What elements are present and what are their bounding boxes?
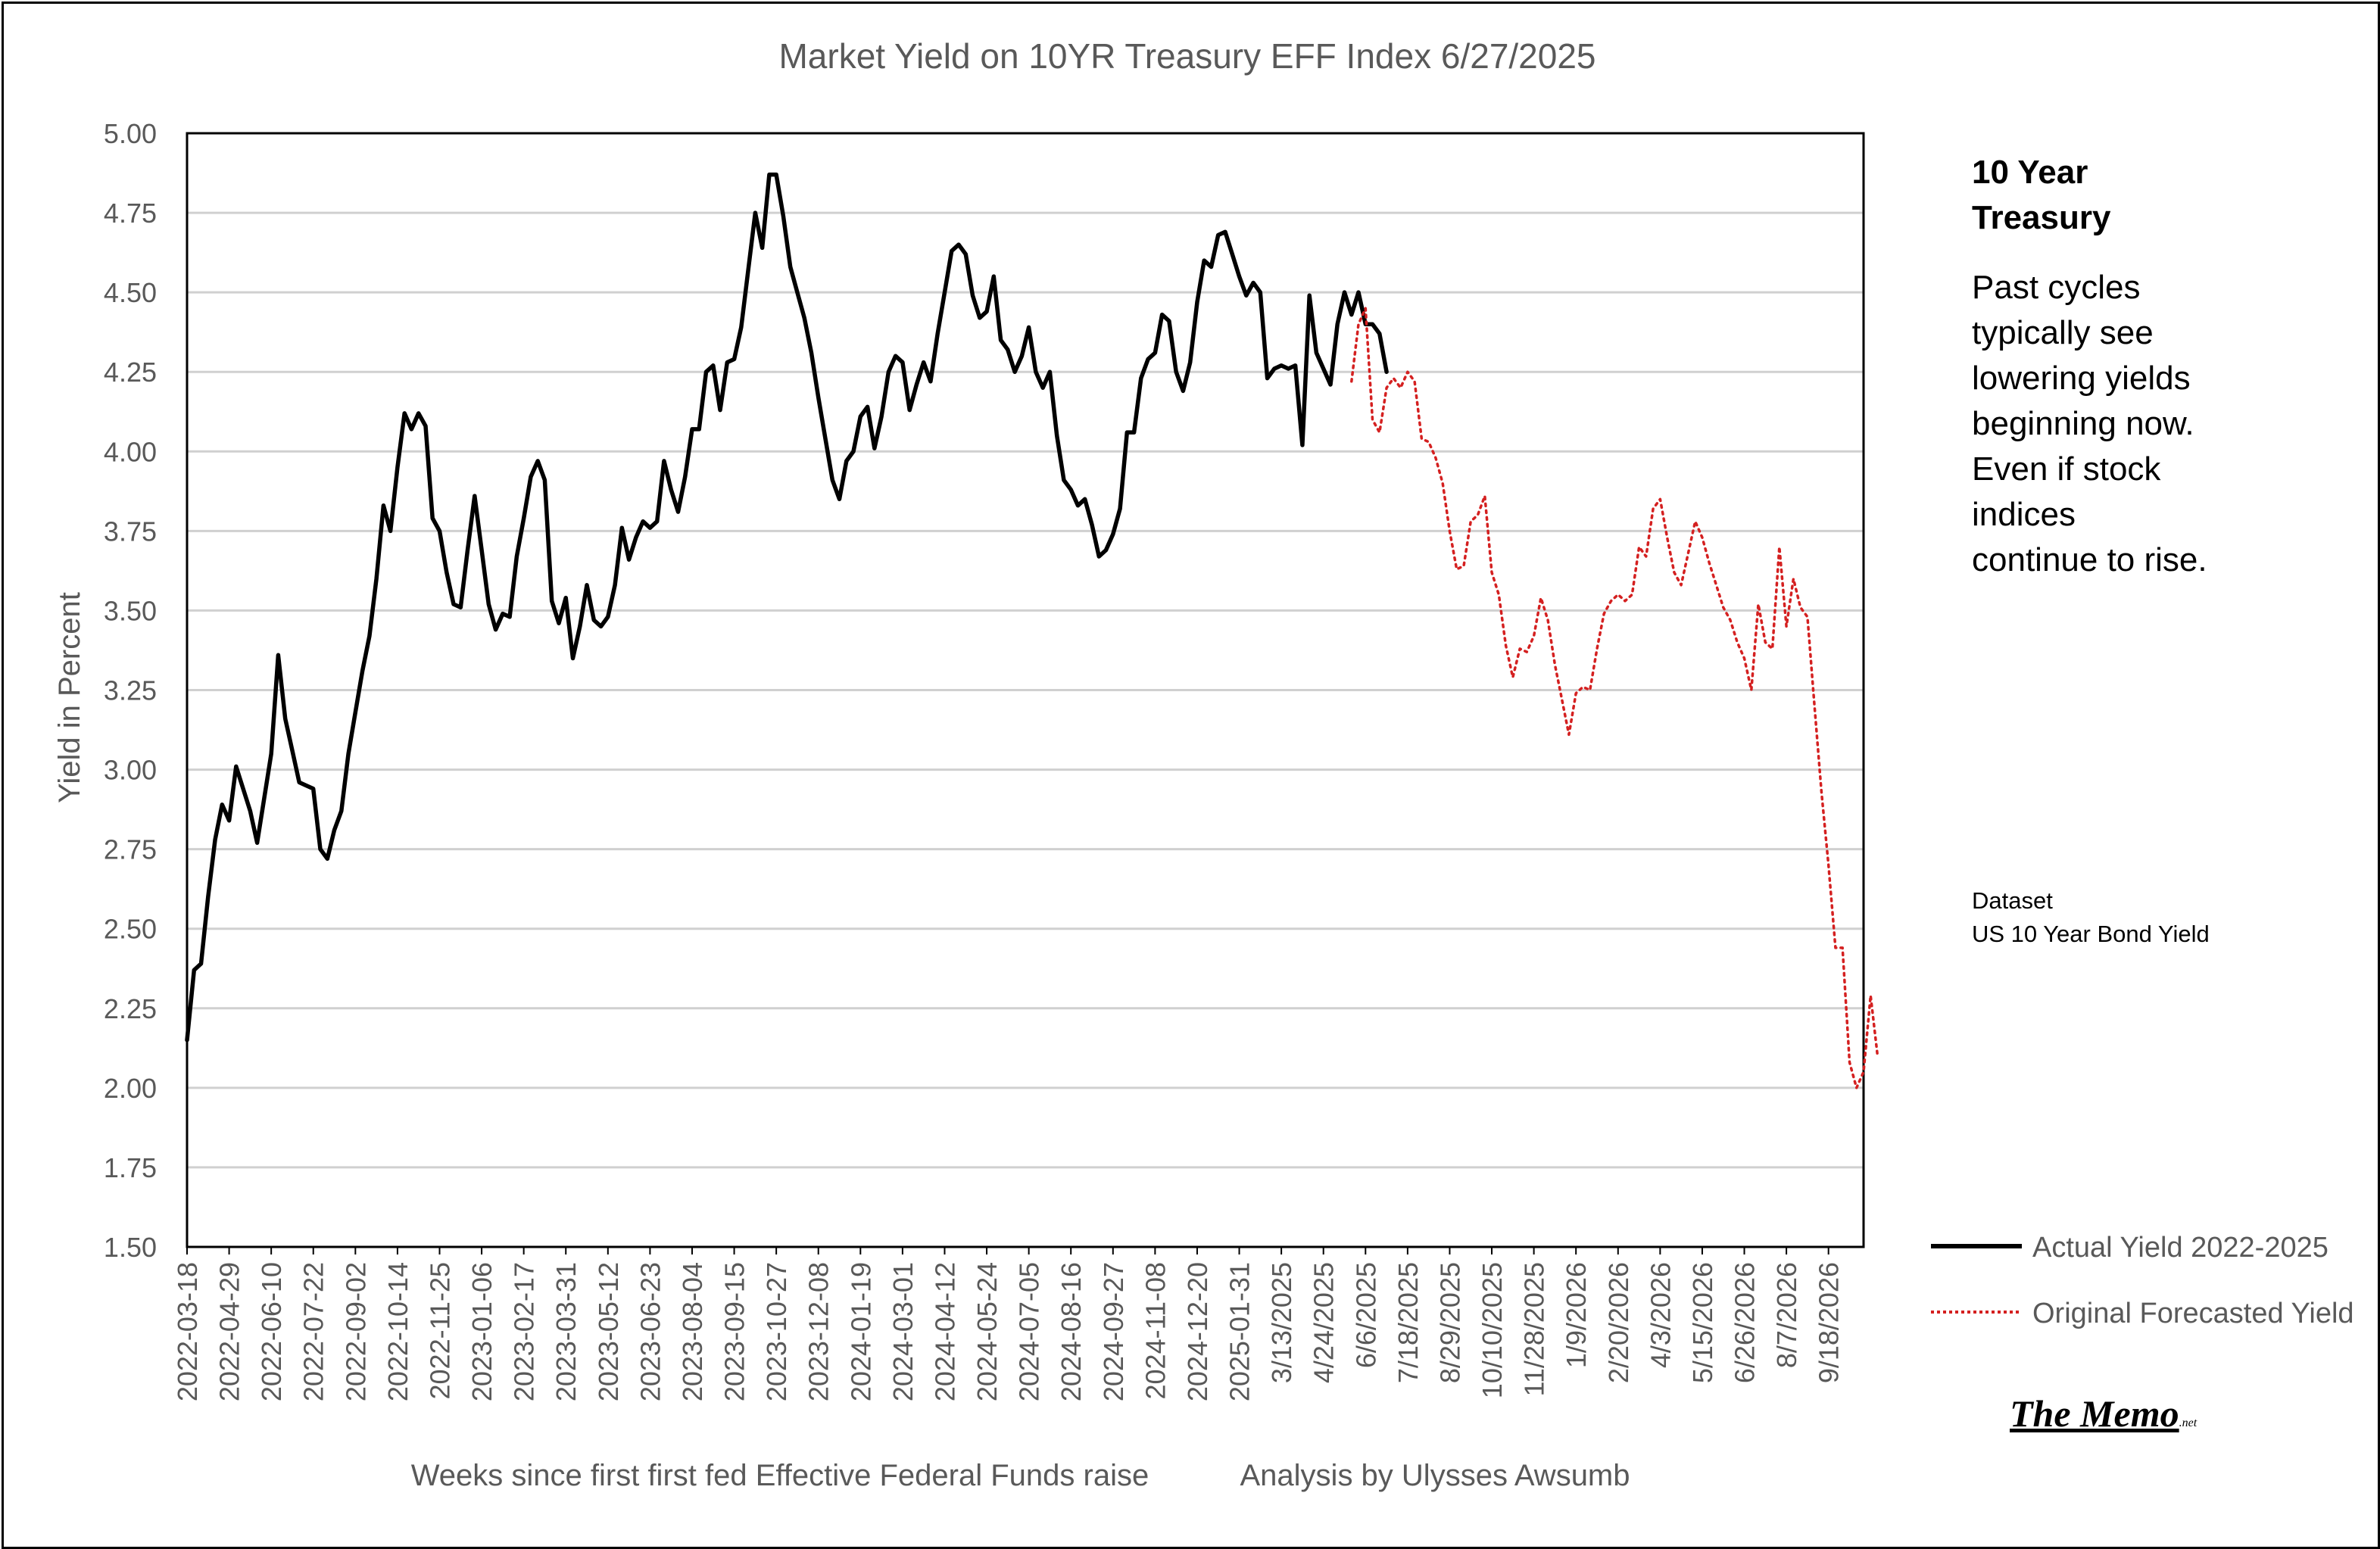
x-tick-label: 2023-10-27 <box>761 1262 792 1401</box>
x-tick-label: 2023-12-08 <box>803 1262 834 1401</box>
series-line-forecast <box>1350 307 1879 1089</box>
x-tick-label: 8/7/2026 <box>1771 1262 1802 1368</box>
x-tick-label: 2024-09-27 <box>1098 1262 1129 1401</box>
x-tick-label: 2023-02-17 <box>509 1262 540 1401</box>
chart-title: Market Yield on 10YR Treasury EFF Index … <box>778 36 1596 76</box>
y-tick-label: 1.50 <box>104 1232 157 1263</box>
x-tick-label: 6/6/2025 <box>1350 1262 1381 1368</box>
x-tick-label: 2022-04-29 <box>214 1262 245 1401</box>
y-tick-label: 2.75 <box>104 834 157 865</box>
y-tick-label: 4.25 <box>104 357 157 388</box>
x-tick-label: 1/9/2026 <box>1561 1262 1592 1368</box>
x-tick-label: 2022-06-10 <box>256 1262 287 1401</box>
x-tick-label: 7/18/2025 <box>1393 1262 1424 1383</box>
series-line-actual <box>185 172 1389 1043</box>
x-tick-label: 2022-09-02 <box>340 1262 371 1401</box>
x-tick-label: 2024-05-24 <box>972 1262 1003 1401</box>
logo-suffix: .net <box>2179 1417 2198 1429</box>
y-tick-label: 2.50 <box>104 914 157 945</box>
y-tick-label: 4.50 <box>104 277 157 308</box>
y-tick-label: 1.75 <box>104 1152 157 1183</box>
x-tick-label: 5/15/2026 <box>1687 1262 1718 1383</box>
legend: Actual Yield 2022-2025 Original Forecast… <box>1931 1232 2354 1329</box>
sidebar-line-3: lowering yields <box>1972 360 2191 397</box>
x-tick-label: 6/26/2026 <box>1730 1262 1761 1383</box>
sidebar-line-6: indices <box>1972 496 2076 533</box>
x-tick-label: 10/10/2025 <box>1477 1262 1508 1398</box>
sidebar-line-2: typically see <box>1972 314 2154 351</box>
dataset-value: US 10 Year Bond Yield <box>1972 921 2210 947</box>
legend-label-actual: Actual Yield 2022-2025 <box>2032 1232 2329 1264</box>
x-tick-label: 2023-06-23 <box>635 1262 666 1401</box>
x-tick-label: 2022-07-22 <box>298 1262 329 1401</box>
logo-main-text: The Memo <box>2010 1392 2179 1435</box>
y-tick-label: 5.00 <box>104 118 157 149</box>
x-tick-label: 8/29/2025 <box>1434 1262 1465 1383</box>
y-tick-label: 3.25 <box>104 675 157 706</box>
x-tick-label: 2023-08-04 <box>677 1262 708 1401</box>
plot-area-border <box>186 132 1865 1248</box>
x-tick-label: 2023-05-12 <box>593 1262 624 1401</box>
x-tick-label: 2024-11-08 <box>1140 1262 1171 1399</box>
y-axis-ticks: 1.50 1.75 2.00 2.25 2.50 2.75 3.00 3.25 3.50 3.75… <box>104 118 157 1263</box>
x-tick-label: 2023-01-06 <box>466 1262 498 1401</box>
sidebar-title: 10 Year Treasury <box>1972 150 2350 241</box>
x-tick-label: 2024-01-19 <box>845 1262 876 1401</box>
credit-text: Analysis by Ulysses Awsumb <box>1240 1459 1630 1492</box>
x-tick-label: 2024-12-20 <box>1182 1262 1213 1401</box>
legend-label-forecast: Original Forecasted Yield <box>2032 1298 2354 1329</box>
sidebar-body: Past cycles typically see lowering yield… <box>1972 265 2350 583</box>
sidebar-title-line-1: 10 Year <box>1972 154 2088 191</box>
x-tick-label: 2024-07-05 <box>1014 1262 1045 1401</box>
y-axis-label: Yield in Percent <box>53 592 86 803</box>
y-tick-label: 3.00 <box>104 755 157 786</box>
x-tick-label: 2023-09-15 <box>719 1262 750 1401</box>
x-tick-label: 2025-01-31 <box>1224 1262 1256 1401</box>
x-tick-label: 2024-04-12 <box>929 1262 960 1401</box>
sidebar-title-line-2: Treasury <box>1972 199 2111 236</box>
x-axis-ticks: 2022-03-18 2022-04-29 2022-06-10 2022-07-22… <box>172 1247 1845 1401</box>
x-tick-label: 3/13/2025 <box>1266 1262 1297 1383</box>
dataset-label: Dataset <box>1972 887 2053 914</box>
x-tick-label: 4/24/2025 <box>1309 1262 1340 1383</box>
x-tick-label: 2022-03-18 <box>172 1262 203 1401</box>
x-axis-label: Weeks since first first fed Effective Fe… <box>411 1459 1149 1492</box>
y-tick-label: 3.50 <box>104 595 157 626</box>
x-tick-label: 11/28/2025 <box>1519 1262 1550 1397</box>
series-layer <box>185 172 1879 1089</box>
y-tick-label: 2.25 <box>104 993 157 1024</box>
sidebar-line-7: continue to rise. <box>1972 541 2207 578</box>
dataset-note: Dataset US 10 Year Bond Yield <box>1972 884 2210 951</box>
sidebar-note: 10 Year Treasury Past cycles typically s… <box>1972 150 2350 583</box>
x-tick-label: 2/20/2026 <box>1603 1262 1634 1383</box>
y-tick-label: 4.00 <box>104 436 157 467</box>
x-tick-label: 2022-11-25 <box>424 1262 455 1399</box>
grid-lines <box>187 132 1864 1248</box>
x-tick-label: 2022-10-14 <box>382 1262 413 1401</box>
y-tick-label: 3.75 <box>104 516 157 547</box>
sidebar-line-4: beginning now. <box>1972 405 2194 442</box>
x-tick-label: 4/3/2026 <box>1645 1262 1676 1368</box>
x-tick-label: 2024-08-16 <box>1056 1262 1087 1401</box>
y-tick-label: 4.75 <box>104 198 157 229</box>
the-memo-logo: The Memo.net <box>2010 1392 2197 1435</box>
sidebar-line-1: Past cycles <box>1972 269 2141 306</box>
sidebar-line-5: Even if stock <box>1972 450 2161 488</box>
x-tick-label: 2024-03-01 <box>887 1262 919 1401</box>
y-tick-label: 2.00 <box>104 1073 157 1104</box>
x-tick-label: 2023-03-31 <box>551 1262 582 1401</box>
x-tick-label: 9/18/2026 <box>1814 1262 1845 1383</box>
